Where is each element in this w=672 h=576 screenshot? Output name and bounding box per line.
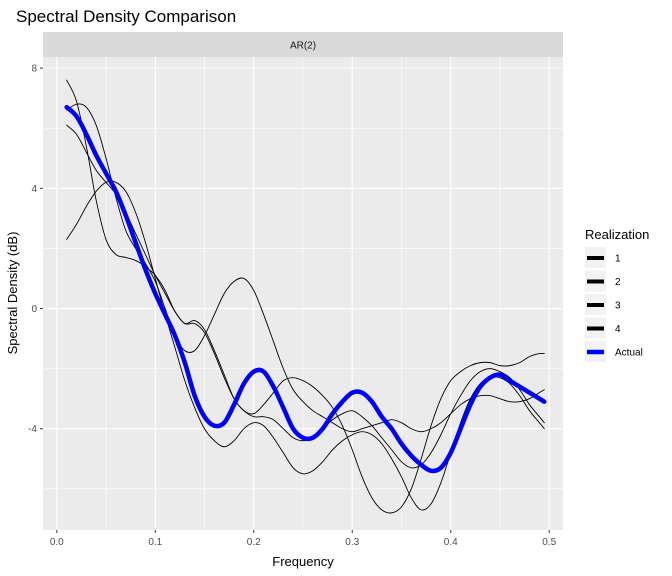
- legend-title: Realization: [585, 227, 649, 242]
- series-layer: [64, 79, 547, 514]
- chart-title: Spectral Density Comparison: [16, 7, 236, 26]
- x-tick-label: 0.4: [444, 537, 458, 548]
- y-axis-title: Spectral Density (dB): [5, 232, 20, 355]
- series-line-realization-2: [66, 180, 545, 511]
- x-axis: 0.0 0.1 0.2 0.3 0.4 0.5: [50, 530, 557, 548]
- grid-minor: [43, 57, 563, 530]
- legend-items: 1 2 3 4 Actual: [585, 247, 643, 362]
- x-tick-label: 0.1: [148, 537, 162, 548]
- legend: Realization 1 2 3 4 Actual: [585, 227, 649, 362]
- x-axis-title: Frequency: [272, 554, 334, 569]
- legend-label: 3: [615, 301, 621, 312]
- y-tick-label: 0: [31, 304, 37, 315]
- legend-label: 4: [615, 324, 621, 335]
- y-tick-label: -4: [28, 424, 37, 435]
- y-tick-label: 8: [31, 64, 37, 75]
- legend-label: 2: [615, 277, 621, 288]
- series-line-actual: [64, 104, 547, 474]
- facet-strip: [43, 32, 563, 57]
- legend-label: 1: [615, 254, 621, 265]
- x-tick-label: 0.0: [50, 537, 64, 548]
- y-axis: -4 0 4 8: [28, 64, 43, 435]
- x-tick-label: 0.5: [542, 537, 556, 548]
- x-tick-label: 0.2: [247, 537, 261, 548]
- facet-strip-label: AR(2): [290, 41, 316, 52]
- x-tick-label: 0.3: [345, 537, 359, 548]
- series-line-realization-1: [66, 103, 545, 433]
- y-tick-label: 4: [31, 184, 37, 195]
- legend-label: Actual: [615, 348, 643, 359]
